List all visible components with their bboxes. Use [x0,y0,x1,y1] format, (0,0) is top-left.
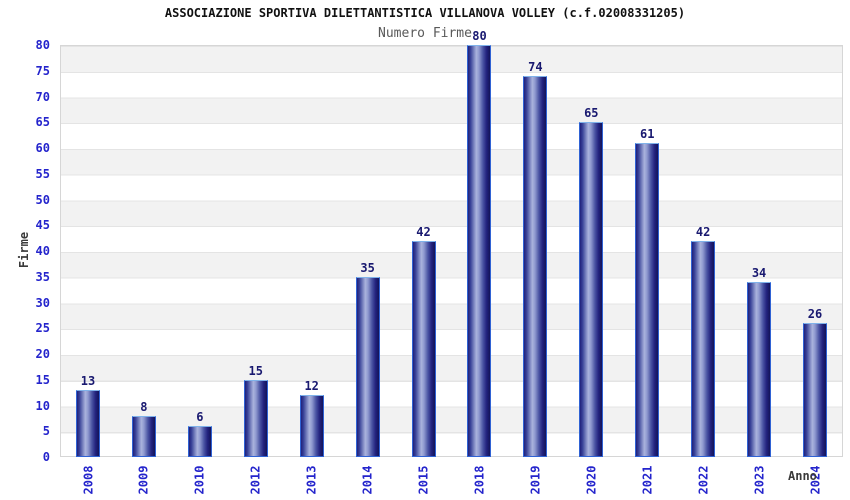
bar-value-label-2019: 74 [528,59,543,74]
bar-2013 [299,395,324,457]
x-tick-2013: 2013 [304,465,319,495]
y-tick-25: 25 [35,321,50,336]
y-tick-55: 55 [35,166,50,181]
y-tick-65: 65 [35,115,50,130]
chart-subtitle: Numero Firme [378,26,472,41]
x-tick-2022: 2022 [696,465,711,495]
bar-value-label-2015: 42 [416,224,431,239]
bar-value-label-2012: 15 [248,363,263,378]
bar-2024 [803,323,827,457]
bar-2009 [131,415,156,457]
bar-2022 [691,240,716,457]
y-tick-45: 45 [35,218,50,233]
y-tick-30: 30 [35,295,50,310]
bar-value-label-2024: 26 [807,307,823,322]
bar-2023 [747,281,772,457]
bar-2012 [243,379,268,457]
x-tick-2019: 2019 [528,465,543,495]
x-axis-title: Anno [788,469,817,483]
bar-value-label-2022: 42 [695,224,711,239]
x-tick-2008: 2008 [81,465,95,495]
x-tick-2015: 2015 [416,465,431,495]
y-tick-60: 60 [35,141,50,155]
plot-area [60,45,843,457]
bar-2019 [523,75,548,457]
y-tick-20: 20 [35,347,50,361]
bar-value-label-2018: 80 [472,29,487,43]
y-tick-50: 50 [35,192,50,207]
bar-value-label-2014: 35 [360,260,375,275]
bar-value-label-2021: 61 [639,126,655,141]
bar-2020 [579,122,604,457]
bar-value-label-2008: 13 [80,374,96,389]
x-tick-2010: 2010 [192,465,207,495]
bar-2010 [187,426,212,457]
bar-2018 [467,45,492,457]
x-tick-2023: 2023 [752,465,767,495]
x-tick-2014: 2014 [360,465,375,495]
bar-2015 [411,240,436,457]
x-tick-2009: 2009 [136,465,151,495]
bar-value-label-2023: 34 [751,265,767,280]
y-tick-75: 75 [35,63,50,78]
x-tick-2018: 2018 [472,465,487,495]
y-tick-5: 5 [42,424,50,439]
bar-2014 [355,276,380,457]
y-tick-70: 70 [35,89,50,104]
x-tick-2021: 2021 [640,465,655,495]
y-tick-35: 35 [35,269,50,284]
y-tick-80: 80 [35,38,50,52]
y-tick-0: 0 [42,450,50,464]
chart-title: ASSOCIAZIONE SPORTIVA DILETTANTISTICA VI… [164,6,686,20]
bar-value-label-2013: 12 [304,379,319,394]
bar-2021 [635,142,660,457]
bar-value-label-2020: 65 [584,106,599,121]
x-tick-2012: 2012 [248,465,263,495]
y-tick-10: 10 [35,398,50,413]
y-axis-title: Firme [17,231,31,269]
y-tick-40: 40 [35,244,50,258]
bar-value-label-2009: 8 [140,399,148,414]
bar-value-label-2010: 6 [196,410,204,425]
x-tick-2020: 2020 [584,465,599,495]
bar-2008 [76,390,100,457]
y-tick-15: 15 [35,372,50,387]
